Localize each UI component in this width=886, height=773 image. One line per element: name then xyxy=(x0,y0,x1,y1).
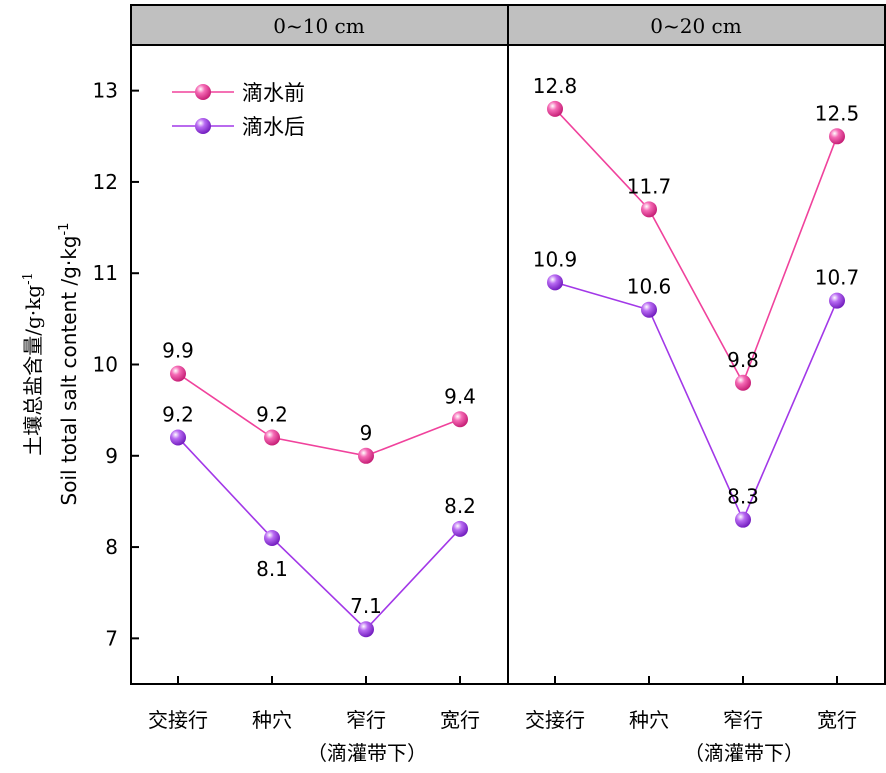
y-axis-title-en: Soil total salt content /g·kg-1 xyxy=(57,223,81,506)
data-label: 10.6 xyxy=(627,275,672,299)
data-label: 10.9 xyxy=(533,247,578,271)
data-label: 10.7 xyxy=(815,266,860,290)
data-point xyxy=(452,411,468,428)
data-label: 9.9 xyxy=(162,339,194,363)
data-marks: 9.9 9.2 9 9.4 9.2 8.1 7.1 8.2 12.8 11.7 9.8 12.5 10.… xyxy=(162,74,860,638)
data-point xyxy=(170,429,186,446)
x-axis: 交接行 种穴 窄行 宽行 （滴灌带下） 交接行 种穴 窄行 宽行 （滴灌带下） xyxy=(148,676,857,765)
data-point xyxy=(547,274,563,291)
y-tick-label: 8 xyxy=(105,535,118,559)
y-axis: 7 8 9 10 11 12 13 xyxy=(93,79,139,650)
data-label: 7.1 xyxy=(350,594,382,618)
data-point xyxy=(264,529,280,546)
x-tick-label: 种穴 xyxy=(252,708,292,732)
x-tick-label: 交接行 xyxy=(148,708,208,732)
data-label: 8.3 xyxy=(727,485,759,509)
data-point xyxy=(358,447,374,464)
x-tick-label: 宽行 xyxy=(817,708,857,732)
series-line xyxy=(554,108,838,385)
data-point xyxy=(547,100,563,117)
series-line xyxy=(177,372,461,457)
legend-marker xyxy=(195,84,211,100)
data-point xyxy=(735,374,751,391)
x-tick-label: 宽行 xyxy=(440,708,480,732)
panel-title-left: 0~10 cm xyxy=(273,14,364,38)
x-tick-label: 种穴 xyxy=(629,708,669,732)
x-tick-label: 窄行 xyxy=(346,708,386,732)
legend-label: 滴水前 xyxy=(242,81,305,105)
x-category-note: （滴灌带下） xyxy=(307,741,427,765)
panel-header-right xyxy=(507,4,886,46)
data-point xyxy=(170,365,186,382)
legend-label: 滴水后 xyxy=(242,115,305,139)
data-point xyxy=(735,511,751,528)
y-tick-label: 11 xyxy=(93,261,118,285)
data-label: 9.2 xyxy=(256,403,288,427)
y-tick-label: 12 xyxy=(93,170,118,194)
y-tick-label: 13 xyxy=(93,79,118,103)
data-label: 11.7 xyxy=(627,174,672,198)
y-axis-title-cn: 土壤总盐含量/g·kg-1 xyxy=(21,272,45,456)
plot-frame-right xyxy=(507,44,886,685)
x-category-note: （滴灌带下） xyxy=(684,741,804,765)
plot-frame-left xyxy=(130,44,509,685)
panel-header-left xyxy=(130,4,509,46)
x-tick-label: 窄行 xyxy=(723,708,763,732)
data-label: 9.8 xyxy=(727,348,759,372)
series-line xyxy=(177,436,461,631)
y-tick-label: 9 xyxy=(105,444,118,468)
y-tick-label: 7 xyxy=(105,626,118,650)
data-label: 9.2 xyxy=(162,403,194,427)
data-point xyxy=(264,429,280,446)
data-point xyxy=(829,128,845,145)
y-tick-label: 10 xyxy=(93,353,118,377)
data-label: 8.1 xyxy=(256,557,288,581)
data-point xyxy=(641,301,657,318)
series-line xyxy=(554,281,838,522)
data-point xyxy=(358,621,374,638)
data-label: 12.8 xyxy=(533,74,578,98)
data-point xyxy=(452,520,468,537)
legend-marker xyxy=(195,118,211,134)
data-label: 8.2 xyxy=(444,494,476,518)
data-label: 12.5 xyxy=(815,101,860,125)
data-label: 9 xyxy=(360,421,373,445)
x-tick-label: 交接行 xyxy=(525,708,585,732)
data-point xyxy=(829,292,845,309)
data-point xyxy=(641,201,657,218)
panel-title-right: 0~20 cm xyxy=(650,14,741,38)
data-label: 9.4 xyxy=(444,384,476,408)
